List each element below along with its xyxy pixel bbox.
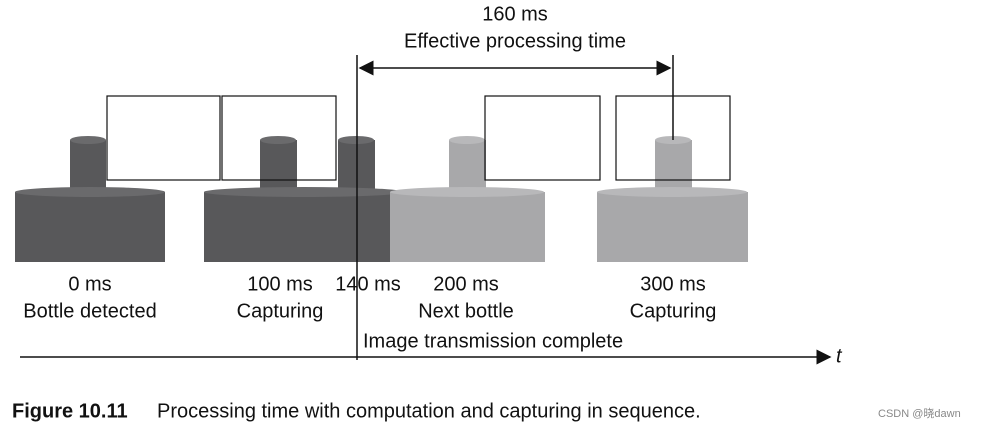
transmission-label: Image transmission complete xyxy=(363,330,623,352)
event-label: Capturing xyxy=(630,300,717,322)
span-label: Effective processing time xyxy=(404,30,626,52)
axis-label: t xyxy=(836,345,843,367)
bottles xyxy=(15,136,748,262)
span-duration: 160 ms xyxy=(482,3,548,25)
event-time: 200 ms xyxy=(433,273,499,295)
caption-text: Processing time with computation and cap… xyxy=(157,400,701,422)
event-time: 140 ms xyxy=(335,273,401,295)
caption-number: Figure 10.11 xyxy=(12,400,128,422)
event-time: 0 ms xyxy=(68,273,111,295)
event-time: 300 ms xyxy=(640,273,706,295)
watermark: CSDN @晓dawn xyxy=(878,407,961,420)
event-label: Next bottle xyxy=(418,300,514,322)
capture-boxes xyxy=(106,95,731,181)
event-label: Bottle detected xyxy=(23,300,156,322)
event-time: 100 ms xyxy=(247,273,313,295)
event-label: Capturing xyxy=(237,300,324,322)
